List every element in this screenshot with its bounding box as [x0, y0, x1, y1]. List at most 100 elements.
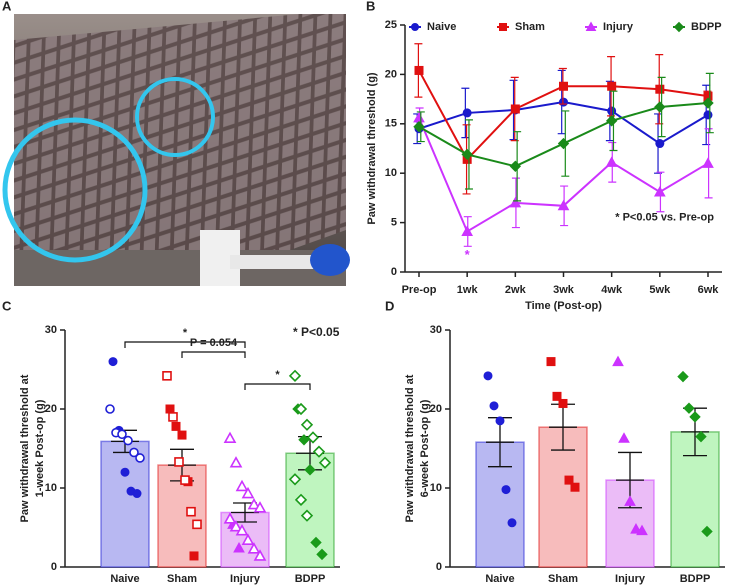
- point: [186, 506, 196, 517]
- point: [414, 65, 424, 75]
- legend-label: Sham: [515, 21, 545, 33]
- point: [557, 199, 570, 211]
- point: [677, 370, 689, 383]
- x-tick-label: 3wk: [553, 284, 575, 296]
- point: [241, 486, 255, 499]
- point: [655, 139, 665, 149]
- x-tick-label: Sham: [167, 573, 197, 585]
- panel-label: B: [366, 0, 375, 13]
- point: [304, 464, 316, 476]
- point: [507, 518, 517, 528]
- legend-marker: [411, 23, 419, 31]
- error-bar: [549, 403, 577, 451]
- point: [306, 431, 320, 444]
- y-axis-label: Paw withdrawal threshold at: [404, 374, 416, 522]
- point: [247, 497, 261, 510]
- point: [174, 457, 184, 467]
- point: [192, 519, 202, 530]
- y-tick-label: 15: [385, 118, 397, 130]
- photo: A: [2, 0, 350, 286]
- point: [229, 520, 243, 532]
- y-tick-label: 10: [385, 167, 397, 179]
- x-tick-label: 1wk: [457, 284, 479, 296]
- x-tick-label: 4wk: [601, 284, 623, 296]
- y-tick-label: 30: [430, 324, 442, 336]
- point: [701, 525, 713, 538]
- point: [235, 524, 249, 536]
- y-tick-label: 10: [45, 482, 57, 494]
- point: [612, 355, 624, 367]
- y-tick-label: 0: [51, 561, 57, 573]
- point: [624, 495, 636, 506]
- x-tick-label: Pre-op: [402, 284, 437, 296]
- point: [177, 430, 187, 440]
- point: [702, 157, 714, 168]
- point: [123, 435, 133, 446]
- comparison-bracket: [244, 383, 311, 390]
- point: [703, 110, 713, 120]
- point: [298, 434, 310, 446]
- point: [241, 533, 255, 545]
- point: [288, 473, 302, 486]
- point: [235, 479, 249, 492]
- point: [132, 489, 142, 499]
- point: [294, 493, 308, 506]
- point: [229, 456, 243, 468]
- point: [117, 429, 127, 440]
- point: [223, 431, 237, 444]
- comparison-bracket: [181, 351, 246, 358]
- point: [288, 369, 302, 382]
- legend-marker: [499, 23, 507, 31]
- point: [564, 475, 574, 485]
- y-axis-label: 6-week Post-op (g): [419, 399, 431, 497]
- panel-label: C: [2, 298, 12, 313]
- point: [180, 475, 190, 485]
- error-bar: [616, 451, 644, 509]
- point: [501, 485, 511, 495]
- x-tick-label: BDPP: [680, 573, 711, 585]
- y-tick-label: 30: [45, 324, 57, 336]
- y-tick-label: 0: [436, 561, 442, 573]
- y-tick-label: 20: [45, 403, 57, 415]
- point: [559, 81, 568, 91]
- point: [605, 156, 618, 167]
- point: [509, 160, 522, 172]
- point: [413, 121, 425, 133]
- point: [605, 115, 618, 127]
- legend-marker: [673, 21, 685, 33]
- point: [618, 432, 630, 443]
- point: [552, 391, 562, 401]
- x-tick-label: Injury: [230, 573, 261, 585]
- point: [294, 402, 308, 416]
- point: [495, 416, 505, 426]
- point: [607, 106, 617, 116]
- y-axis-label: Paw withdrawal threshold at: [19, 374, 31, 522]
- legend-label: Injury: [603, 21, 634, 33]
- x-tick-label: Sham: [548, 573, 578, 585]
- point: [129, 447, 139, 458]
- point: [655, 84, 665, 94]
- point: [653, 185, 666, 197]
- point: [300, 418, 314, 431]
- point: [312, 445, 326, 458]
- x-tick-label: Naive: [110, 573, 139, 585]
- point: [570, 482, 580, 492]
- x-tick-label: Injury: [615, 573, 646, 585]
- point: [683, 402, 695, 414]
- point: [318, 456, 332, 469]
- x-tick-label: Naive: [485, 573, 514, 585]
- x-tick-label: 2wk: [505, 284, 527, 296]
- point: [233, 542, 245, 553]
- point: [316, 548, 328, 561]
- comparison-label: *: [275, 369, 280, 381]
- legend-label: BDPP: [691, 21, 722, 33]
- y-tick-label: 20: [430, 403, 442, 415]
- point: [223, 512, 237, 524]
- panel-label: D: [385, 298, 394, 313]
- point: [461, 225, 474, 236]
- point: [171, 421, 181, 431]
- point: [120, 467, 130, 477]
- legend-marker: [585, 21, 597, 31]
- y-axis-label: Paw withdrawal threshold (g): [366, 72, 378, 225]
- comparison-bracket: [124, 341, 246, 348]
